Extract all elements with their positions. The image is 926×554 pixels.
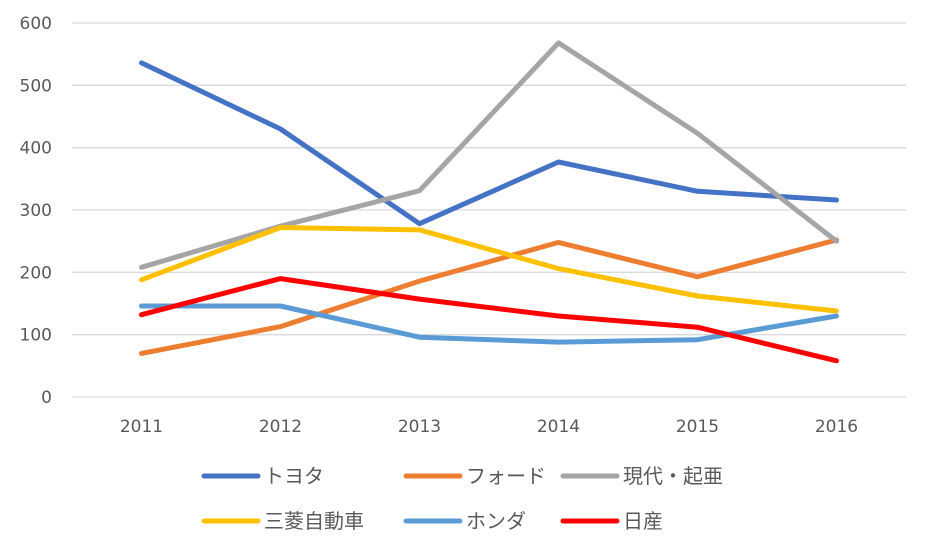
series-lines: [139, 40, 839, 364]
legend-item: ホンダ: [403, 509, 526, 533]
legend-label: フォード: [466, 464, 546, 488]
x-axis-tick-labels: 2011 2012 2013 2014 2015 2016: [120, 417, 858, 437]
y-tick-label: 200: [20, 263, 52, 283]
series-line-2: [139, 40, 839, 270]
series-line-4: [139, 303, 839, 345]
legend-item: トヨタ: [201, 464, 324, 488]
x-tick-label: 2016: [815, 417, 858, 437]
legend-label: トヨタ: [264, 464, 324, 488]
legend-label: 現代・起亜: [623, 464, 723, 488]
x-tick-label: 2011: [120, 417, 163, 437]
legend-item: 三菱自動車: [201, 509, 364, 533]
legend-label: 日産: [623, 509, 663, 533]
gridlines: [72, 22, 906, 398]
y-tick-label: 600: [20, 14, 52, 34]
legend-label: ホンダ: [466, 509, 526, 533]
legend-item: 日産: [560, 509, 663, 533]
legend-item: フォード: [403, 464, 546, 488]
y-tick-label: 100: [20, 326, 52, 346]
legend-item: 現代・起亜: [560, 464, 723, 488]
x-tick-label: 2013: [398, 417, 441, 437]
y-tick-label: 400: [20, 139, 52, 159]
series-line-0: [139, 60, 839, 227]
legend-label: 三菱自動車: [264, 509, 364, 533]
x-tick-label: 2012: [259, 417, 302, 437]
x-tick-label: 2015: [676, 417, 719, 437]
y-tick-label: 500: [20, 76, 52, 96]
y-tick-label: 300: [20, 201, 52, 221]
x-tick-label: 2014: [537, 417, 580, 437]
y-tick-label: 0: [41, 388, 52, 408]
series-line-5: [139, 276, 839, 364]
series-line-1: [139, 237, 839, 356]
y-axis-tick-labels: 0 100 200 300 400 500 600: [20, 14, 52, 408]
series-line-3: [139, 225, 839, 314]
